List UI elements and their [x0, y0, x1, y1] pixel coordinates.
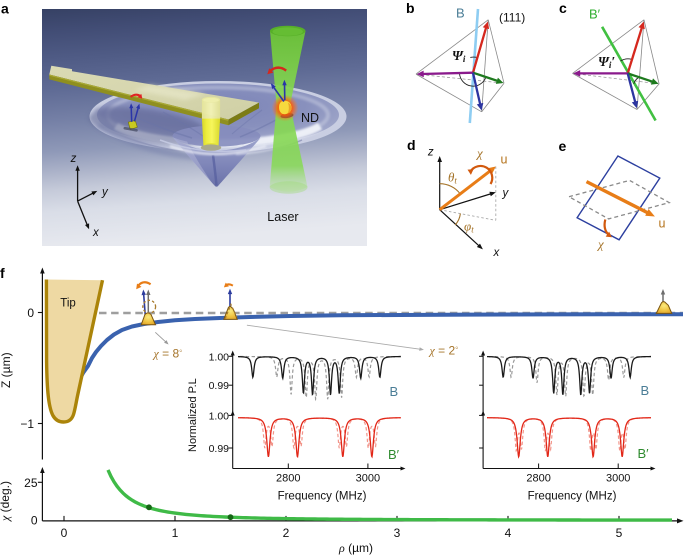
svg-text:z: z	[70, 153, 77, 165]
svg-text:−1: −1	[20, 417, 34, 431]
svg-text:2800: 2800	[276, 473, 300, 485]
svg-text:B′: B′	[638, 446, 650, 461]
svg-text:B′: B′	[589, 7, 601, 22]
svg-text:χ = 2◦: χ = 2◦	[429, 343, 459, 358]
svg-text:5: 5	[616, 526, 623, 540]
svg-text:2: 2	[283, 526, 290, 540]
svg-text:B: B	[641, 383, 650, 398]
svg-text:χ: χ	[475, 146, 483, 161]
svg-text:B: B	[456, 6, 465, 21]
svg-text:Frequency (MHz): Frequency (MHz)	[278, 491, 367, 503]
svg-text:a: a	[1, 1, 9, 17]
svg-text:3: 3	[394, 526, 401, 540]
svg-text:Normalized P.L: Normalized P.L	[187, 378, 199, 452]
svg-text:B′: B′	[388, 447, 400, 462]
svg-text:z: z	[427, 147, 434, 159]
svg-text:B: B	[390, 384, 399, 399]
svg-text:ND: ND	[301, 111, 319, 125]
svg-text:u: u	[659, 217, 666, 231]
svg-text:(111): (111)	[499, 11, 525, 25]
svg-text:1: 1	[172, 526, 179, 540]
svg-text:b: b	[406, 0, 415, 16]
svg-text:4: 4	[505, 526, 512, 540]
svg-text:1.00: 1.00	[209, 410, 230, 422]
svg-text:0.99: 0.99	[209, 380, 230, 392]
svg-text:3000: 3000	[606, 473, 630, 485]
svg-text:x: x	[92, 227, 100, 239]
svg-text:0.99: 0.99	[209, 443, 230, 455]
svg-text:Ψi′: Ψi′	[598, 54, 615, 70]
svg-text:Ψi: Ψi	[452, 48, 466, 64]
svg-text:f: f	[0, 265, 5, 281]
svg-text:ρ (µm): ρ (µm)	[338, 541, 373, 555]
svg-text:Tip: Tip	[60, 298, 76, 310]
svg-text:χ (deg.): χ (deg.)	[0, 481, 12, 522]
svg-text:25: 25	[24, 476, 38, 490]
svg-text:3000: 3000	[356, 473, 380, 485]
svg-text:2800: 2800	[526, 473, 550, 485]
svg-text:x: x	[493, 247, 501, 259]
svg-text:0: 0	[31, 514, 38, 528]
svg-text:χ: χ	[596, 237, 604, 252]
svg-text:χ = 8◦: χ = 8◦	[153, 346, 183, 361]
svg-text:φt: φt	[464, 219, 474, 235]
svg-text:e: e	[559, 138, 567, 154]
svg-text:d: d	[407, 137, 416, 153]
svg-text:θt: θt	[448, 170, 457, 186]
svg-text:y: y	[101, 187, 109, 199]
svg-text:1.00: 1.00	[209, 351, 230, 363]
svg-text:c: c	[559, 0, 567, 16]
svg-text:y: y	[502, 188, 510, 200]
svg-text:Laser: Laser	[267, 210, 298, 224]
svg-text:Frequency (MHz): Frequency (MHz)	[528, 491, 617, 503]
svg-text:u: u	[501, 153, 508, 167]
svg-text:0: 0	[61, 526, 68, 540]
svg-text:Z (µm): Z (µm)	[0, 352, 13, 388]
svg-text:0: 0	[27, 306, 34, 320]
